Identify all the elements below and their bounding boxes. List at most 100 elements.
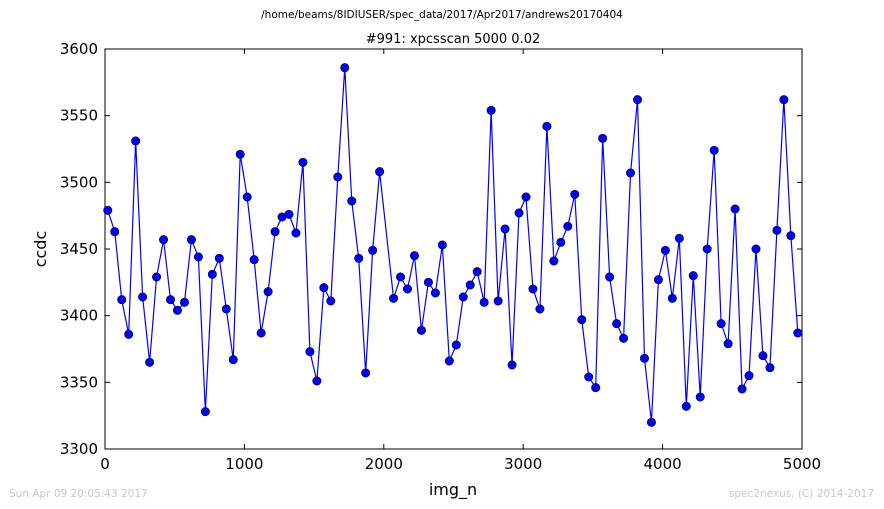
data-point: [263, 287, 273, 297]
data-point: [653, 275, 663, 285]
data-point: [138, 292, 148, 302]
data-point: [179, 297, 189, 307]
y-tick-label: 3500: [60, 173, 98, 191]
data-point: [716, 319, 726, 329]
data-point: [626, 168, 636, 178]
data-point: [305, 347, 315, 357]
data-point: [444, 356, 454, 366]
data-point: [667, 293, 677, 303]
data-point: [744, 371, 754, 381]
data-point: [605, 272, 615, 282]
data-point: [486, 105, 496, 115]
figure-suptitle: /home/beams/8IDIUSER/spec_data/2017/Apr2…: [261, 9, 623, 21]
data-point: [214, 253, 224, 263]
data-point: [396, 272, 406, 282]
x-tick-label: 0: [100, 455, 110, 473]
data-point: [347, 196, 357, 206]
data-point: [570, 189, 580, 199]
data-point: [389, 293, 399, 303]
data-point: [437, 240, 447, 250]
data-point: [145, 357, 155, 367]
data-point: [103, 205, 113, 215]
axes-frame: [104, 48, 803, 450]
data-point: [730, 204, 740, 214]
data-point: [172, 305, 182, 315]
data-point: [186, 235, 196, 245]
y-tick-label: 3300: [60, 440, 98, 458]
data-point: [416, 325, 426, 335]
data-point: [451, 340, 461, 350]
data-point: [228, 355, 238, 365]
data-point: [702, 244, 712, 254]
x-tick-label: 5000: [783, 455, 821, 473]
x-axis-label: img_n: [429, 480, 477, 500]
data-point: [409, 251, 419, 261]
data-point: [514, 208, 524, 218]
data-point: [221, 304, 231, 314]
chart-title: #991: xpcsscan 5000 0.02: [366, 32, 541, 47]
data-point: [493, 296, 503, 306]
data-point: [786, 231, 796, 241]
data-point: [249, 255, 259, 265]
data-point: [737, 384, 747, 394]
data-point: [674, 233, 684, 243]
data-point: [639, 353, 649, 363]
data-point: [152, 272, 162, 282]
data-point: [402, 284, 412, 294]
data-point: [772, 225, 782, 235]
footer-credit: spec2nexus, (C) 2014-2017: [728, 488, 874, 500]
data-point: [423, 277, 433, 287]
data-point: [591, 383, 601, 393]
footer-timestamp: Sun Apr 09 20:05:43 2017: [9, 488, 148, 500]
y-tick-label: 3350: [60, 373, 98, 391]
data-point: [577, 315, 587, 325]
data-point: [556, 237, 566, 247]
data-point: [549, 256, 559, 266]
data-point: [793, 328, 803, 338]
data-point: [646, 417, 656, 427]
data-point: [207, 269, 217, 279]
y-tick-label: 3450: [60, 240, 98, 258]
data-point: [563, 221, 573, 231]
data-point: [159, 235, 169, 245]
data-point: [110, 227, 120, 237]
data-point: [542, 121, 552, 131]
data-point: [758, 351, 768, 361]
x-tick-label: 2000: [365, 455, 403, 473]
data-point: [660, 245, 670, 255]
data-point: [340, 63, 350, 73]
data-point: [681, 401, 691, 411]
data-point: [270, 227, 280, 237]
data-point: [375, 167, 385, 177]
x-tick-label: 4000: [644, 455, 682, 473]
data-point: [688, 271, 698, 281]
data-point: [368, 245, 378, 255]
data-point: [479, 297, 489, 307]
data-point: [256, 328, 266, 338]
data-point: [458, 292, 468, 302]
data-point: [131, 136, 141, 146]
data-point: [535, 304, 545, 314]
data-point: [584, 372, 594, 382]
data-point: [695, 392, 705, 402]
data-point: [709, 145, 719, 155]
data-point: [166, 295, 176, 305]
data-point: [235, 149, 245, 159]
data-point: [500, 224, 510, 234]
data-point: [430, 288, 440, 298]
data-point: [124, 329, 134, 339]
data-point: [765, 363, 775, 373]
data-point: [242, 192, 252, 202]
y-tick-label: 3600: [60, 40, 98, 58]
data-point: [723, 339, 733, 349]
data-point: [298, 157, 308, 167]
data-point: [598, 133, 608, 143]
data-point: [465, 280, 475, 290]
data-point: [472, 267, 482, 277]
y-tick-label: 3400: [60, 307, 98, 325]
y-tick-label: 3550: [60, 107, 98, 125]
data-point: [319, 283, 329, 293]
data-point: [361, 368, 371, 378]
data-point: [507, 360, 517, 370]
